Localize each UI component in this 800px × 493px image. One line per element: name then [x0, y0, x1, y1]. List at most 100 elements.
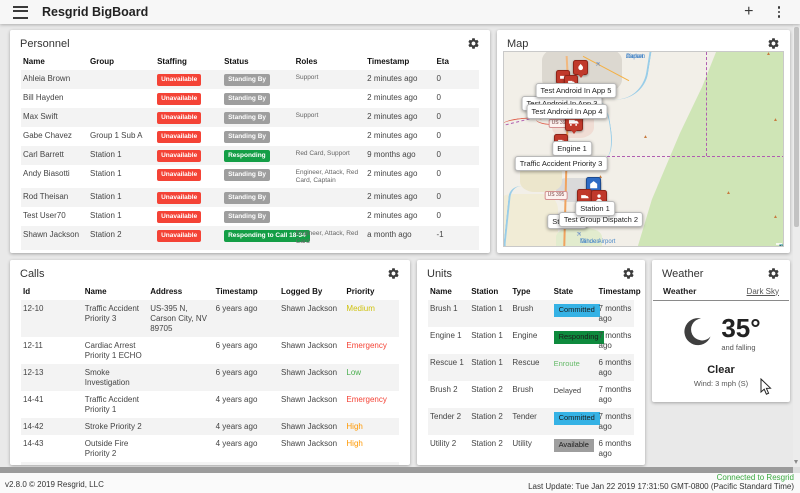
calls-cell-logged_by: Shawn Jackson: [279, 462, 344, 465]
personnel-cell-name: Rod Theisan: [23, 191, 69, 201]
personnel-status-badge: Standing By: [224, 74, 271, 86]
calls-cell-logged_by: Shawn Jackson: [281, 394, 338, 404]
personnel-cell-eta: 0: [436, 130, 441, 140]
personnel-cell-status: Standing By: [222, 89, 294, 108]
units-cell-timestamp: 6 months ago: [598, 438, 632, 458]
units-cell-type: Brush: [512, 384, 534, 394]
personnel-cell-status: Not Responding: [222, 250, 294, 254]
map-tooltip: Engine 1: [552, 141, 592, 156]
units-cell-station: Station 2: [471, 438, 503, 448]
personnel-cell-group: Station 1: [90, 149, 122, 159]
units-cell-name: Brush 1: [430, 303, 458, 313]
map-tooltip: Test Android In App 4: [526, 104, 608, 119]
personnel-cell-eta: 0: [436, 73, 441, 83]
personnel-cell-timestamp: 2 minutes ago: [367, 111, 418, 121]
personnel-cell-eta: 0: [436, 92, 441, 102]
personnel-cell-timestamp: 2 minutes ago: [367, 73, 418, 83]
personnel-status-badge: Responding to Call 18-34: [224, 230, 310, 242]
personnel-cell-eta: 0: [436, 111, 441, 121]
personnel-cell-roles: [294, 250, 366, 254]
units-cell-station: Station 1: [471, 330, 503, 340]
personnel-header-row: Name Group Staffing Status Roles Timestamp Eta: [21, 53, 479, 70]
map-marker-fire-call[interactable]: [573, 60, 588, 78]
units-cell-name: Tender 2: [430, 411, 462, 421]
units-cell-type: Rescue: [512, 357, 540, 367]
calls-cell-timestamp: 6 years ago: [215, 303, 258, 313]
hamburger-menu-icon[interactable]: [13, 5, 28, 19]
calls-panel-title: Calls: [20, 267, 45, 280]
calls-priority-badge: Emergency: [346, 340, 387, 350]
calls-cell-priority: Medium: [344, 300, 399, 337]
weather-panel: Weather Weather Dark Sky 35° and falling…: [652, 260, 790, 402]
personnel-cell-group: [88, 89, 155, 108]
personnel-staffing-badge: Unavailable: [157, 169, 202, 181]
personnel-cell-status: Standing By: [222, 165, 294, 188]
personnel-cell-name: Gabe Chavez: [23, 130, 72, 140]
personnel-table: Name Group Staffing Status Roles Timestamp Eta…: [21, 53, 479, 253]
calls-cell-id: 14-43: [23, 438, 44, 448]
calls-priority-badge: Medium: [346, 303, 375, 313]
personnel-cell-roles: Support: [295, 73, 319, 81]
personnel-row: Ahleia Brown Unavailable Standing By Suppor…: [21, 70, 479, 89]
calls-cell-id: 14-41: [23, 394, 44, 404]
weather-settings-gear-icon[interactable]: [767, 267, 780, 280]
page-horizontal-scrollbar[interactable]: [0, 467, 793, 473]
personnel-cell-name: Ryan Cain: [21, 250, 88, 254]
units-cell-state: Committed: [552, 300, 600, 327]
units-row: Brush 2 Station 2 Brush Delayed 7 months ago: [428, 381, 634, 408]
peak-icon: ▲: [766, 51, 771, 57]
calls-cell-timestamp: 4 years ago: [215, 394, 258, 404]
calls-cell-address: [148, 337, 213, 364]
calls-panel: Calls Id Name Address Timestamp Logged By Pri…: [10, 260, 410, 465]
calls-cell-priority: High: [344, 435, 399, 462]
personnel-cell-name: Test User70: [23, 210, 66, 220]
add-icon[interactable]: +: [744, 3, 754, 20]
calls-cell-id: 12-13: [23, 367, 44, 377]
map-panel-title: Map: [507, 37, 529, 50]
calls-row: 16-126Structure Fire2559 Precision Dr, M…: [21, 462, 399, 465]
units-state-badge: Responding: [553, 330, 604, 344]
license-link[interactable]: CC-BY-SA: [779, 244, 783, 246]
calls-cell-id: 14-42: [23, 421, 44, 431]
page-vertical-scrollbar[interactable]: [793, 24, 800, 467]
units-column-station: Station: [471, 287, 499, 296]
personnel-cell-status: Standing By: [222, 127, 294, 146]
personnel-cell-group: [88, 70, 155, 89]
personnel-cell-eta: -1: [436, 229, 444, 239]
scrollbar-down-arrow-icon[interactable]: [794, 460, 798, 464]
units-state-badge: Committed: [553, 303, 600, 317]
calls-cell-logged_by: Shawn Jackson: [281, 367, 338, 377]
calls-cell-priority: Low: [344, 364, 399, 391]
map-canvas[interactable]: ▲ ▲ ▲ ▲ ▲ ▲ Leaflet | © OpenStreetMap co…: [503, 51, 784, 247]
overflow-menu-icon[interactable]: [776, 4, 783, 20]
personnel-cell-status: Standing By: [222, 70, 294, 89]
vertical-scrollbar-thumb[interactable]: [794, 27, 799, 227]
personnel-cell-status: Responding: [222, 146, 294, 165]
personnel-cell-staffing: Unavailable: [155, 108, 222, 127]
version-text: v2.8.0 © 2019 Resgrid, LLC: [5, 480, 104, 489]
openstreetmap-link[interactable]: OpenStreetMap: [779, 244, 783, 246]
personnel-cell-roles: [294, 207, 366, 226]
units-column-type: Type: [512, 287, 531, 296]
personnel-cell-group: Station 1: [90, 191, 122, 201]
calls-cell-priority: High: [344, 418, 399, 435]
calls-cell-id: 16-126: [21, 462, 83, 465]
units-settings-gear-icon[interactable]: [622, 267, 635, 280]
personnel-settings-gear-icon[interactable]: [467, 37, 480, 50]
calls-cell-priority: Emergency: [344, 462, 399, 465]
personnel-table-container: Name Group Staffing Status Roles Timestamp Eta…: [10, 53, 490, 253]
leaflet-link[interactable]: Leaflet: [779, 244, 783, 246]
calls-cell-timestamp: 4 years ago: [215, 421, 258, 431]
map-settings-gear-icon[interactable]: [767, 37, 780, 50]
personnel-status-badge: Standing By: [224, 93, 271, 105]
personnel-cell-eta: 0: [436, 168, 441, 178]
personnel-row: Carl Barrett Station 1 Unavailable Respondi…: [21, 146, 479, 165]
dark-sky-link[interactable]: Dark Sky: [746, 286, 779, 296]
personnel-cell-staffing: Unavailable: [155, 250, 222, 254]
calls-priority-badge: Low: [346, 367, 362, 377]
units-column-timestamp: Timestamp: [598, 287, 641, 296]
calls-header-row: Id Name Address Timestamp Logged By Priority: [21, 283, 399, 300]
calls-cell-timestamp: 3 years ago: [214, 462, 279, 465]
calls-settings-gear-icon[interactable]: [387, 267, 400, 280]
map-panel: Map ▲ ▲ ▲ ▲ ▲ ▲ Leaflet | © OpenStreetMa…: [497, 30, 790, 253]
